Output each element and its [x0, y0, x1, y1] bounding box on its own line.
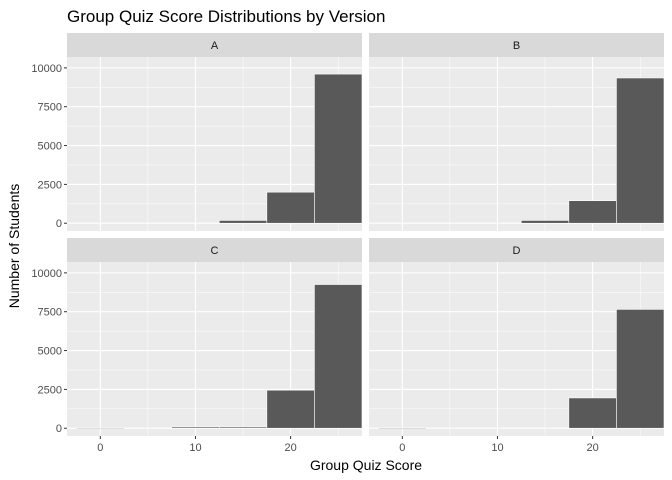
- y-tick-label: 7500: [38, 102, 62, 114]
- y-tick-label: 10000: [31, 268, 62, 280]
- y-tick-label: 7500: [38, 307, 62, 319]
- histogram-bar: [568, 200, 617, 224]
- y-tick-label: 10000: [31, 63, 62, 75]
- facet-strip-label: C: [211, 245, 219, 257]
- x-axis-title: Group Quiz Score: [310, 457, 422, 473]
- facet-strip: [67, 33, 362, 57]
- y-tick-label: 5000: [38, 141, 62, 153]
- y-tick-label: 5000: [38, 346, 62, 358]
- y-axis-title: Number of Students: [6, 184, 22, 309]
- facet-strip-label: B: [513, 40, 520, 52]
- histogram-bar: [218, 220, 268, 224]
- y-tick-label: 2500: [38, 179, 62, 191]
- x-tick-label: 10: [189, 442, 201, 454]
- facet-strip: [67, 238, 362, 262]
- x-tick-label: 0: [97, 442, 103, 454]
- facet-strip-label: A: [211, 40, 219, 52]
- facet-panel-a: A: [67, 33, 363, 231]
- histogram-bar: [171, 426, 220, 429]
- histogram-bar: [266, 389, 315, 429]
- y-tick-label: 2500: [38, 384, 62, 396]
- facet-panel-c: C: [67, 238, 363, 436]
- histogram-bar: [616, 77, 665, 224]
- x-tick-label: 10: [491, 442, 503, 454]
- histogram-bar: [218, 426, 268, 429]
- x-tick-label: 20: [587, 442, 599, 454]
- chart-title: Group Quiz Score Distributions by Versio…: [67, 7, 385, 26]
- histogram-bar: [314, 73, 363, 224]
- histogram-bar: [76, 427, 125, 430]
- histogram-bar: [616, 309, 665, 429]
- x-tick-label: 0: [399, 442, 405, 454]
- facet-strip: [369, 238, 664, 262]
- facet-strip-label: D: [513, 245, 521, 257]
- histogram-bar: [378, 427, 427, 429]
- facet-panels: A B C D: [67, 33, 665, 436]
- facet-panel-d: D: [369, 238, 665, 436]
- facet-panel-b: B: [369, 33, 665, 231]
- facet-strip: [369, 33, 664, 57]
- histogram-bar: [568, 397, 617, 429]
- y-tick-label: 0: [56, 218, 62, 230]
- histogram-bar: [266, 191, 315, 224]
- histogram-bar: [314, 284, 363, 429]
- x-axis: 0 10 20 0 10 20: [97, 436, 599, 454]
- y-tick-label: 0: [56, 423, 62, 435]
- y-axis: 0 2500 5000 7500 10000 0 2500 5000 7500 10000: [31, 63, 67, 435]
- histogram-bar: [520, 220, 570, 224]
- x-tick-label: 20: [285, 442, 297, 454]
